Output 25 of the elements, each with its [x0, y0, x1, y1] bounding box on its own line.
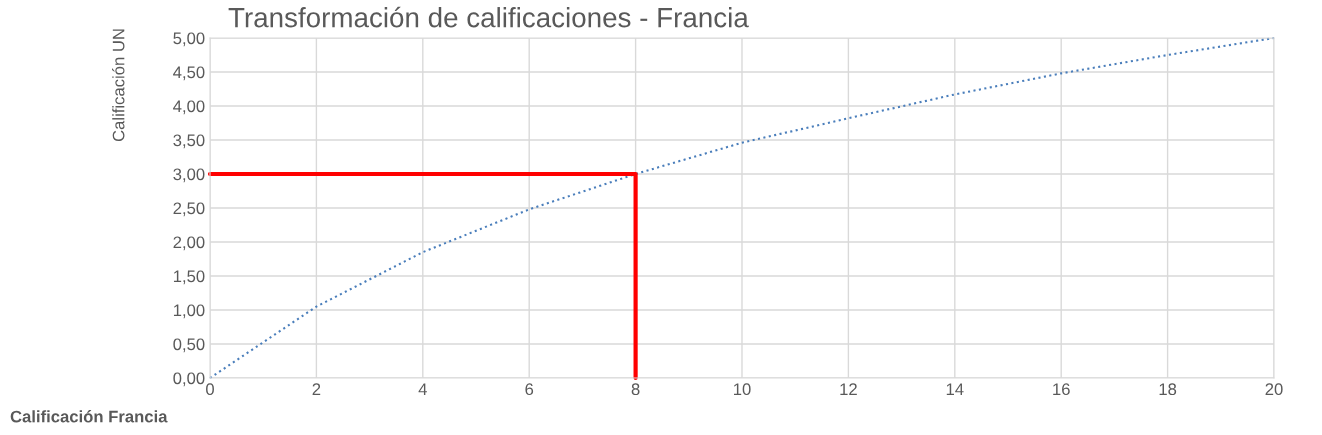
- y-axis-title: Calificación UN: [112, 29, 125, 142]
- x-tick-label: 12: [840, 383, 857, 395]
- y-tick-label: 4,50: [173, 66, 205, 81]
- x-tick-label: 10: [734, 383, 751, 396]
- y-tick-label: 5,00: [173, 32, 205, 47]
- x-tick-label: 0: [206, 383, 214, 396]
- y-tick-label: 4,00: [173, 100, 205, 115]
- y-tick-label: 1,00: [173, 304, 205, 319]
- x-tick-label: 2: [312, 383, 321, 395]
- y-tick-label: 2,00: [173, 236, 205, 251]
- y-tick-label: 3,50: [173, 134, 205, 149]
- y-tick-label: 0,00: [173, 372, 205, 387]
- x-tick-label: 18: [1159, 383, 1177, 396]
- x-tick-label: 20: [1265, 383, 1283, 396]
- y-tick-label: 0,50: [173, 338, 205, 353]
- x-axis-title: Calificación Francia: [10, 410, 168, 423]
- y-tick-label: 3,00: [173, 168, 205, 183]
- x-tick-label: 14: [946, 383, 964, 395]
- x-tick-label: 6: [525, 383, 534, 396]
- x-tick-label: 8: [631, 383, 640, 396]
- x-tick-label: 16: [1053, 383, 1070, 396]
- y-tick-label: 2,50: [173, 202, 205, 217]
- x-tick-label: 4: [418, 383, 427, 395]
- chart-title: Transformación de calificaciones - Francia: [228, 6, 749, 28]
- y-tick-label: 1,50: [173, 270, 205, 285]
